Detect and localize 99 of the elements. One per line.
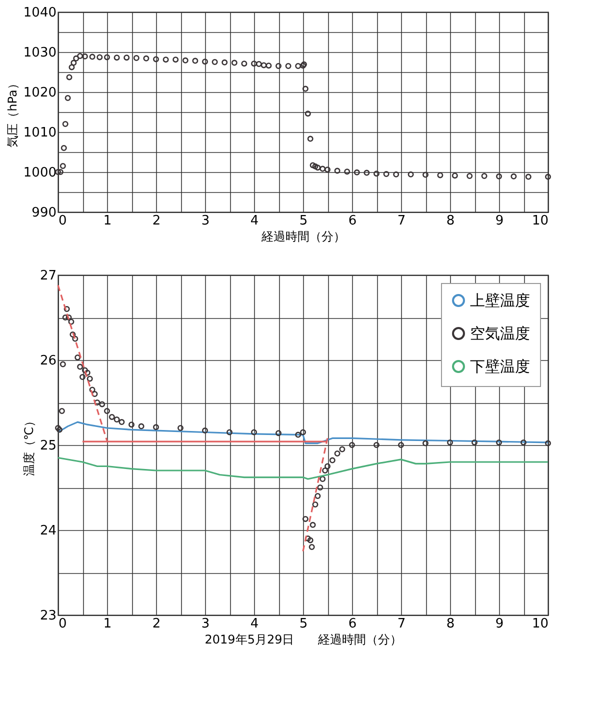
point [60, 361, 66, 368]
legend-label: 上壁温度 [470, 292, 530, 310]
x-tick-label: 6 [348, 214, 357, 228]
point [55, 425, 61, 431]
point [520, 439, 526, 446]
point [114, 416, 120, 422]
point [108, 414, 115, 420]
point [422, 440, 428, 446]
line-series [57, 456, 549, 480]
point [295, 432, 302, 438]
x-tick-label: 10 [532, 616, 548, 632]
point [84, 370, 90, 376]
point [374, 442, 380, 448]
x-tick-label: 9 [495, 616, 504, 632]
y-tick-label: 25 [40, 438, 56, 454]
point [251, 429, 257, 436]
x-tick-label: 10 [532, 214, 548, 228]
point [178, 425, 184, 431]
x-tick-label: 7 [397, 616, 406, 632]
point [329, 457, 336, 464]
point [56, 426, 62, 433]
x-tick-label: 5 [299, 616, 308, 632]
point [304, 536, 311, 542]
y-tick-label: 27 [40, 268, 56, 284]
point [472, 439, 478, 446]
point [226, 429, 232, 436]
x-tick-label: 1 [103, 214, 112, 228]
point [320, 476, 326, 482]
x-axis-title: 2019年5月29日 経過時間（分） [204, 632, 402, 646]
point [138, 423, 144, 430]
y-axis-title: 気圧（hPa） [5, 78, 20, 148]
point [153, 424, 159, 430]
point [308, 544, 315, 550]
point [300, 429, 306, 436]
x-tick-label: 2 [152, 214, 161, 228]
x-tick-label: 3 [201, 616, 210, 632]
x-tick-label: 0 [58, 616, 67, 632]
x-tick-label: 9 [495, 214, 504, 228]
point [334, 450, 340, 456]
point [99, 401, 106, 408]
point [324, 463, 330, 470]
point [496, 439, 502, 446]
point [302, 516, 308, 522]
point [545, 440, 551, 446]
y-axis-title: 温度（℃） [22, 414, 36, 476]
point [70, 332, 76, 338]
point [322, 468, 328, 474]
point [128, 422, 134, 428]
y-tick-label: 1020 [23, 86, 56, 100]
point [58, 408, 65, 414]
x-tick-label: 8 [446, 214, 455, 228]
point [86, 376, 93, 382]
y-tick-label: 24 [40, 524, 56, 538]
point [72, 336, 78, 342]
x-tick-label: 1 [103, 616, 112, 632]
point [118, 419, 125, 426]
x-tick-label: 0 [58, 214, 67, 228]
y-tick-label: 1030 [23, 46, 56, 60]
legend-label: 空気温度 [470, 324, 530, 342]
y-tick-label: 990 [32, 206, 56, 220]
point [398, 442, 404, 448]
point [89, 386, 96, 393]
point [94, 400, 100, 406]
y-tick-label: 26 [40, 354, 56, 368]
point [92, 391, 98, 397]
point [82, 367, 88, 374]
point [349, 442, 355, 448]
point [74, 354, 81, 360]
x-tick-label: 6 [348, 616, 357, 632]
x-tick-label: 4 [250, 214, 259, 228]
x-axis-title: 経過時間（分） [260, 230, 346, 244]
x-tick-label: 3 [201, 214, 210, 228]
point [314, 493, 321, 499]
point [80, 374, 86, 380]
y-tick-label: 1000 [23, 166, 56, 180]
y-tick-label: 1010 [23, 126, 56, 140]
point [339, 446, 346, 452]
point [447, 439, 453, 446]
point [202, 428, 208, 434]
y-tick-label: 23 [40, 608, 56, 624]
point [68, 318, 74, 325]
point [77, 364, 84, 370]
x-tick-label: 7 [397, 214, 406, 228]
point [62, 314, 68, 320]
point [276, 430, 282, 436]
point [307, 537, 314, 544]
x-tick-label: 5 [299, 214, 308, 228]
x-tick-label: 8 [446, 616, 455, 632]
x-tick-label: 2 [152, 616, 161, 632]
point [104, 408, 110, 414]
point [66, 314, 72, 320]
point [64, 306, 70, 312]
legend-label: 下壁温度 [470, 358, 530, 376]
y-tick-label: 1040 [23, 6, 56, 20]
point [317, 484, 324, 490]
point [312, 502, 318, 508]
line-series [57, 421, 549, 444]
point [310, 522, 316, 528]
x-tick-label: 4 [250, 616, 259, 632]
